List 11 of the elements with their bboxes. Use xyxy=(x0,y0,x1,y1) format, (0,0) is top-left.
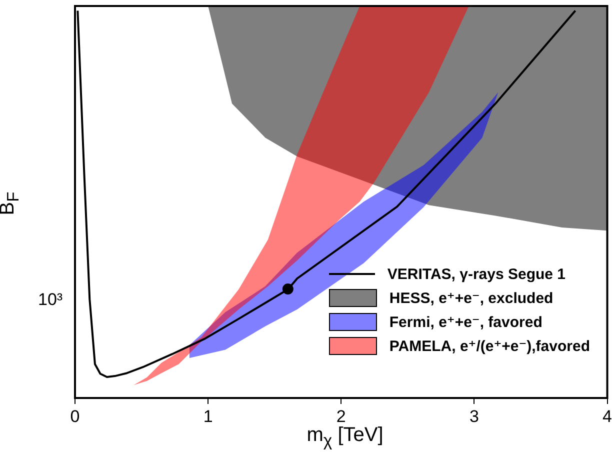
legend-label: VERITAS, γ-rays Segue 1 xyxy=(387,266,566,282)
x-tick-label: 2 xyxy=(336,406,346,426)
legend-label: PAMELA, e⁺/(e⁺+e⁻),favored xyxy=(389,337,590,355)
x-tick-label: 0 xyxy=(70,406,80,426)
legend-label: Fermi, e⁺+e⁻, favored xyxy=(389,313,542,331)
x-tick-label: 3 xyxy=(469,406,479,426)
text: 10³ xyxy=(38,290,63,310)
x-axis-title: m$_{χ}$ [TeV] xyxy=(306,424,384,451)
x-tick-label: 1 xyxy=(203,406,213,426)
x-tick-label: 4 xyxy=(602,406,612,426)
legend-label: HESS, e⁺+e⁻, excluded xyxy=(389,289,554,307)
